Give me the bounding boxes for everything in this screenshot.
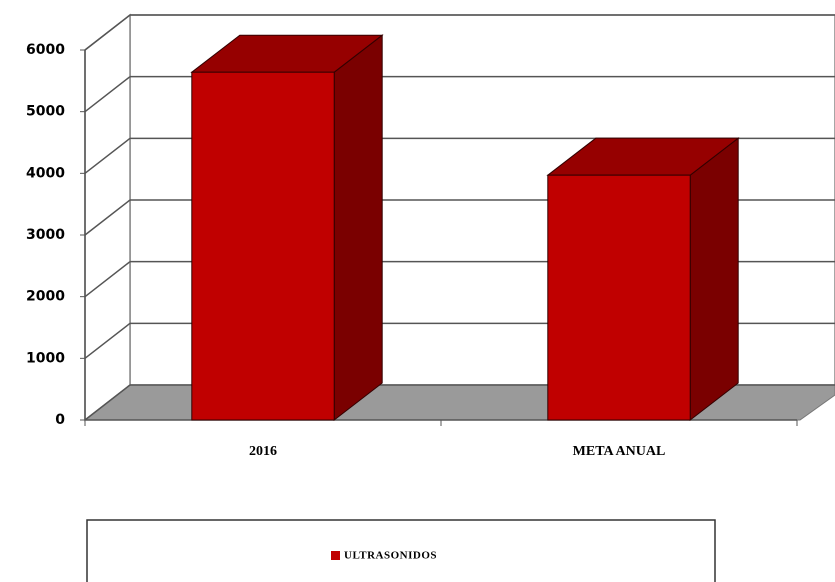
grid-line-side xyxy=(84,384,131,421)
bar xyxy=(190,34,384,422)
grid-line-side xyxy=(84,261,131,298)
grid-line-side xyxy=(84,76,131,113)
bar-front xyxy=(191,71,335,421)
bar-side xyxy=(689,137,739,422)
y-tick-label: 4000 xyxy=(26,165,65,181)
grid-line-side xyxy=(84,137,131,174)
x-tick-label: META ANUAL xyxy=(573,444,666,459)
legend-swatch xyxy=(331,551,340,560)
grid-line-side xyxy=(84,322,131,359)
y-tick-label: 2000 xyxy=(26,289,65,305)
bar-side xyxy=(333,34,383,422)
y-tick-label: 6000 xyxy=(26,42,65,58)
bar xyxy=(546,137,740,422)
grid-line-side xyxy=(84,199,131,236)
y-tick-label: 5000 xyxy=(26,104,65,120)
y-tick-label: 3000 xyxy=(26,227,65,243)
x-tick-label: 2016 xyxy=(249,444,277,459)
legend-label: ULTRASONIDOS xyxy=(344,550,437,562)
bar-front xyxy=(547,174,691,421)
y-tick-label: 0 xyxy=(55,412,65,428)
grid-line-side xyxy=(84,14,131,51)
y-tick-label: 1000 xyxy=(26,350,65,366)
legend-box xyxy=(86,519,716,582)
